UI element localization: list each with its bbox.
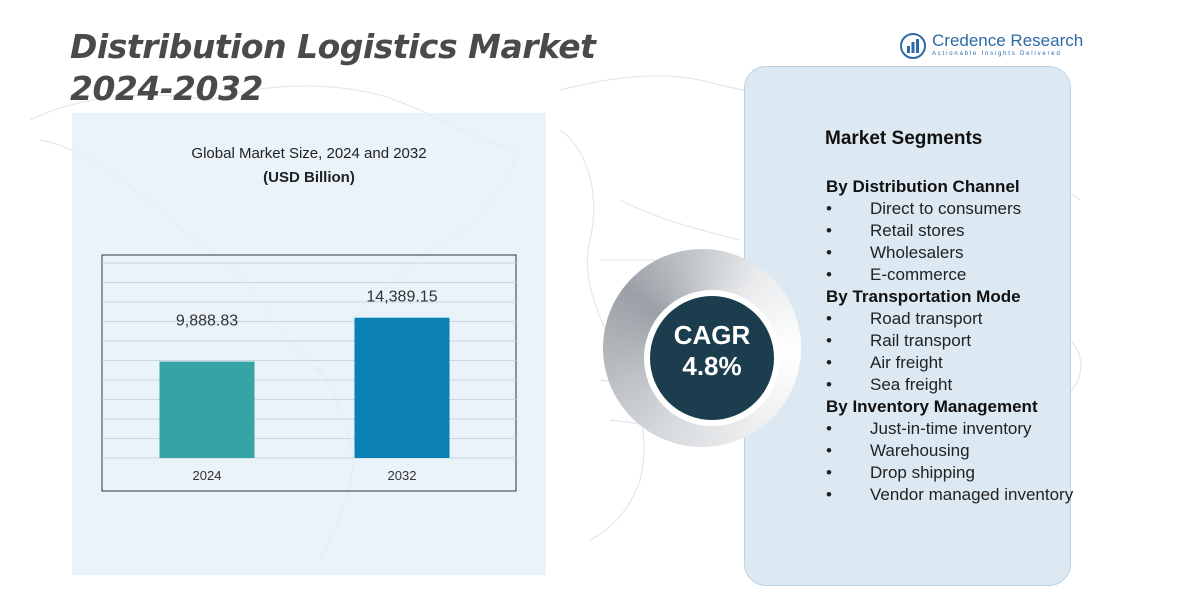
data-label-2032: 14,389.15 [366,289,437,306]
segment-item-label: Drop shipping [870,463,975,482]
bar-chart: 9,888.83 2024 14,389.15 2032 [101,254,517,492]
segments-title: Market Segments [825,128,983,149]
title-line-2: 2024-2032 [70,69,263,108]
segment-item: • Rail transport [826,330,1066,352]
bar-2032 [354,317,450,458]
bullet-icon: • [826,485,832,504]
brand-tagline: Actionable Insights Delivered [932,51,1062,57]
segment-item-label: Wholesalers [870,243,964,262]
data-label-2024: 9,888.83 [176,313,238,330]
segment-item-label: Rail transport [870,331,972,350]
x-tick-label-2024: 2024 [193,468,222,483]
segment-item: • Wholesalers [826,242,1066,264]
bullet-icon: • [826,199,832,218]
segment-item-label: Road transport [870,309,983,328]
segment-item-label: Vendor managed inventory [870,485,1074,504]
segment-item: • Sea freight [826,374,1066,396]
bullet-icon: • [826,419,832,438]
segment-item: • Air freight [826,352,1066,374]
segment-item: • Direct to consumers [826,198,1066,220]
brand-logo: Credence Research Actionable Insights De… [900,32,1083,59]
bullet-icon: • [826,309,832,328]
page-title: Distribution Logistics Market 2024-2032 [70,26,596,110]
bullet-icon: • [826,221,832,240]
segments-list: By Distribution Channel • Direct to consum… [826,176,1073,506]
cagr-value: 4.8% [682,351,742,381]
segment-item-label: Air freight [870,353,943,372]
cagr-label: CAGR [673,320,751,350]
bullet-icon: • [826,375,832,394]
segment-item: • Just-in-time inventory [826,418,1066,440]
chart-subtitle: Global Market Size, 2024 and 2032 [191,145,427,162]
segment-group-title: By Distribution Channel [826,177,1020,196]
cagr-badge: CAGR 4.8% [644,290,780,426]
segment-item: • Warehousing [826,440,1066,462]
bullet-icon: • [826,265,832,284]
segment-item-label: Warehousing [870,441,970,460]
brand-name: Credence Research [932,31,1084,50]
chart-unit-label: (USD Billion) [263,169,355,186]
segment-item-label: Direct to consumers [870,199,1022,218]
segment-item: • Drop shipping [826,462,1066,484]
bullet-icon: • [826,331,832,350]
segment-item: • Retail stores [826,220,1066,242]
credence-logo-icon [900,32,926,59]
segment-item: • Road transport [826,308,1066,330]
segment-item: • Vendor managed inventory [826,484,1073,506]
bar-2024 [159,361,255,458]
chart-panel: Global Market Size, 2024 and 2032 (USD B… [72,113,546,575]
segment-item-label: E-commerce [870,265,967,284]
segment-item: • E-commerce [826,264,1066,286]
bullet-icon: • [826,463,832,482]
bullet-icon: • [826,243,832,262]
segment-item-label: Just-in-time inventory [870,419,1032,438]
chart-frame [101,254,517,492]
segment-group-title: By Inventory Management [826,397,1038,416]
x-tick-label-2032: 2032 [388,468,417,483]
segment-group-title: By Transportation Mode [826,287,1021,306]
bullet-icon: • [826,353,832,372]
title-line-1: Distribution Logistics Market [70,27,596,66]
bullet-icon: • [826,441,832,460]
segment-item-label: Sea freight [870,375,953,394]
segment-item-label: Retail stores [870,221,965,240]
